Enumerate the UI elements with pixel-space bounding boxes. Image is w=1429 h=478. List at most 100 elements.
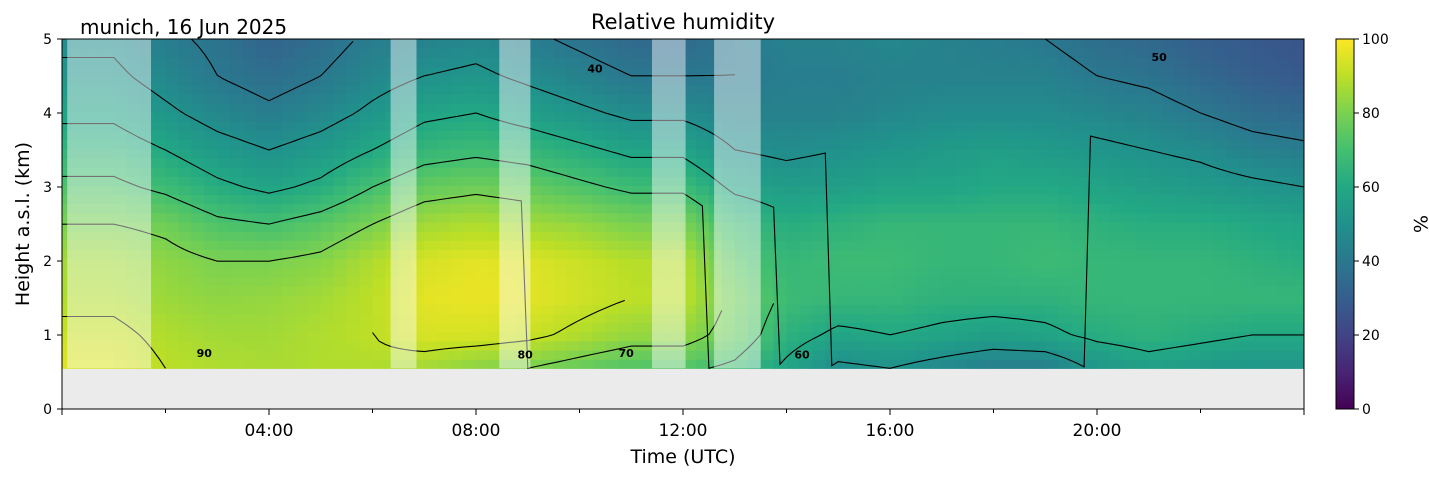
heatmap-cell bbox=[915, 203, 930, 214]
heatmap-cell bbox=[488, 231, 503, 241]
heatmap-cell bbox=[307, 194, 322, 205]
heatmap-cell bbox=[333, 39, 348, 49]
heatmap-cell bbox=[1058, 148, 1072, 159]
heatmap-cell bbox=[618, 57, 632, 68]
heatmap-cell bbox=[851, 157, 865, 168]
heatmap-cell bbox=[1148, 212, 1163, 223]
heatmap-cell bbox=[346, 203, 361, 214]
heatmap-cell bbox=[372, 194, 387, 205]
heatmap-cell bbox=[1122, 359, 1137, 369]
heatmap-cell bbox=[760, 103, 775, 113]
heatmap-cell bbox=[592, 231, 606, 241]
heatmap-cell bbox=[191, 276, 205, 287]
heatmap-cell bbox=[1135, 212, 1150, 223]
heatmap-cell bbox=[450, 130, 464, 141]
heatmap-cell bbox=[1148, 258, 1163, 269]
heatmap-cell bbox=[695, 185, 710, 196]
heatmap-cell bbox=[385, 240, 399, 250]
heatmap-cell bbox=[993, 103, 1008, 113]
heatmap-cell bbox=[359, 203, 374, 214]
heatmap-cell bbox=[1097, 148, 1111, 159]
heatmap-cell bbox=[1161, 185, 1176, 196]
heatmap-cell bbox=[890, 75, 904, 86]
heatmap-cell bbox=[1200, 285, 1215, 296]
heatmap-cell bbox=[747, 212, 762, 223]
heatmap-cell bbox=[1071, 276, 1085, 287]
heatmap-cell bbox=[1135, 276, 1150, 287]
heatmap-cell bbox=[708, 112, 723, 122]
heatmap-cell bbox=[372, 93, 387, 104]
heatmap-cell bbox=[126, 75, 141, 86]
heatmap-cell bbox=[488, 66, 503, 77]
heatmap-cell bbox=[1239, 313, 1253, 324]
heatmap-cell bbox=[488, 112, 503, 122]
heatmap-cell bbox=[734, 185, 749, 196]
heatmap-cell bbox=[877, 194, 891, 205]
heatmap-cell bbox=[113, 66, 128, 77]
heatmap-cell bbox=[1032, 75, 1046, 86]
heatmap-cell bbox=[1200, 194, 1215, 205]
heatmap-cell bbox=[139, 304, 154, 315]
heatmap-cell bbox=[670, 267, 684, 278]
heatmap-cell bbox=[915, 185, 930, 196]
heatmap-cell bbox=[398, 322, 412, 333]
heatmap-cell bbox=[579, 267, 594, 278]
heatmap-cell bbox=[1278, 231, 1292, 241]
heatmap-cell bbox=[191, 39, 205, 49]
heatmap-cell bbox=[1058, 130, 1072, 141]
heatmap-cell bbox=[825, 212, 839, 223]
heatmap-cell bbox=[877, 322, 891, 333]
heatmap-cell bbox=[113, 139, 128, 150]
heatmap-cell bbox=[243, 84, 257, 95]
heatmap-cell bbox=[1187, 304, 1202, 315]
heatmap-cell bbox=[165, 84, 180, 95]
heatmap-cell bbox=[592, 103, 606, 113]
heatmap-cell bbox=[1161, 48, 1176, 58]
heatmap-cell bbox=[139, 185, 154, 196]
heatmap-cell bbox=[773, 313, 788, 324]
heatmap-cell bbox=[424, 157, 438, 168]
heatmap-cell bbox=[113, 121, 128, 132]
heatmap-cell bbox=[74, 139, 89, 150]
heatmap-cell bbox=[178, 130, 192, 141]
heatmap-cell bbox=[967, 240, 982, 250]
heatmap-cell bbox=[812, 148, 826, 159]
heatmap-cell bbox=[708, 258, 723, 269]
heatmap-cell bbox=[670, 157, 684, 168]
heatmap-cell bbox=[1265, 331, 1279, 342]
heatmap-cell bbox=[424, 212, 438, 223]
heatmap-cell bbox=[62, 340, 76, 351]
heatmap-cell bbox=[1252, 331, 1266, 342]
heatmap-cell bbox=[1200, 340, 1215, 351]
heatmap-cell bbox=[773, 212, 788, 223]
heatmap-cell bbox=[592, 267, 606, 278]
heatmap-cell bbox=[553, 176, 568, 186]
heatmap-cell bbox=[993, 130, 1008, 141]
heatmap-cell bbox=[411, 240, 425, 250]
heatmap-cell bbox=[1291, 167, 1304, 177]
heatmap-cell bbox=[1161, 313, 1176, 324]
heatmap-cell bbox=[553, 285, 568, 296]
heatmap-cell bbox=[683, 194, 697, 205]
heatmap-cell bbox=[553, 130, 568, 141]
heatmap-cell bbox=[553, 322, 568, 333]
heatmap-cell bbox=[320, 350, 335, 360]
heatmap-cell bbox=[1109, 249, 1124, 260]
heatmap-cell bbox=[605, 340, 619, 351]
heatmap-cell bbox=[825, 240, 839, 250]
heatmap-cell bbox=[398, 340, 412, 351]
heatmap-cell bbox=[1174, 194, 1189, 205]
heatmap-cell bbox=[1109, 57, 1124, 68]
heatmap-cell bbox=[1200, 157, 1215, 168]
heatmap-cell bbox=[695, 258, 710, 269]
heatmap-cell bbox=[87, 331, 102, 342]
heatmap-cell bbox=[1148, 66, 1163, 77]
heatmap-cell bbox=[902, 285, 917, 296]
heatmap-cell bbox=[760, 167, 775, 177]
heatmap-cell bbox=[954, 112, 969, 122]
heatmap-cell bbox=[540, 75, 555, 86]
heatmap-cell bbox=[993, 139, 1008, 150]
heatmap-cell bbox=[683, 258, 697, 269]
heatmap-cell bbox=[721, 359, 736, 369]
heatmap-cell bbox=[1135, 130, 1150, 141]
